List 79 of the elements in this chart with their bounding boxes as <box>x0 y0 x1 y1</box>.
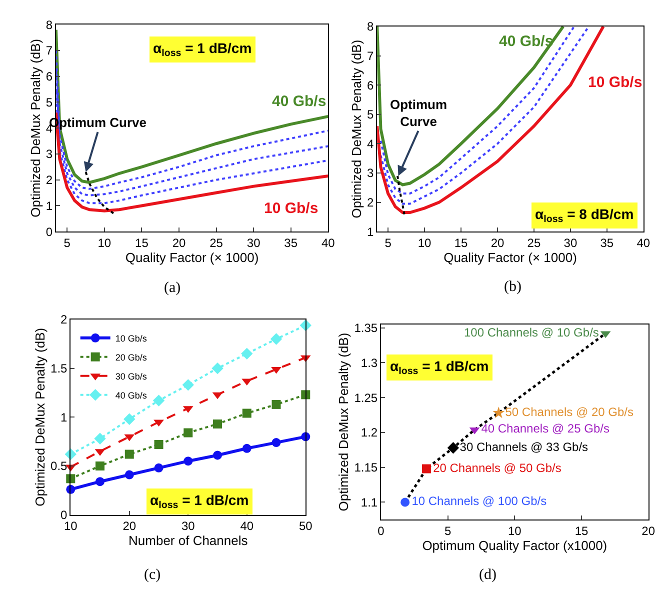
y-tick-label: 8 <box>367 20 374 34</box>
annotation: α$_{loss}$ = 1 dB/cm <box>153 40 252 59</box>
y-axis-title: Optimized DeMux Penalty (dB) <box>336 332 352 512</box>
x-tick-label: 35 <box>600 236 614 250</box>
y-axis-title: Optimized DeMux Penalty (dB) <box>32 328 48 506</box>
legend-label: 10 Gb/s <box>115 333 148 344</box>
x-tick-label: 10 <box>418 236 432 250</box>
y-tick-label: 1.35 <box>354 321 378 336</box>
y-tick-label: 8 <box>46 18 53 32</box>
text: (c) <box>144 567 161 583</box>
y-tick-label: 6 <box>367 78 374 92</box>
x-tick-label: 20 <box>122 519 136 534</box>
y-tick-label: 1.15 <box>354 460 378 475</box>
text: (b) <box>504 279 522 295</box>
x-tick-label: 15 <box>454 236 468 250</box>
x-tick-label: 20 <box>642 524 656 538</box>
x-axis-title: Number of Channels <box>128 533 248 548</box>
y-tick-label: 3 <box>367 166 374 180</box>
x-tick-label: 35 <box>284 236 298 250</box>
y-tick-label: 2 <box>46 173 53 188</box>
annotation: α$_{loss}$ = 1 dB/cm <box>150 492 249 511</box>
x-tick-label: 5 <box>384 236 392 250</box>
y-axis-title: Optimized DeMux Penalty (dB) <box>28 38 43 218</box>
series-label: 10 Gb/s <box>264 200 318 217</box>
legend-label: 30 Gb/s <box>115 371 148 382</box>
y-tick-label: 1 <box>367 224 374 239</box>
y-tick-label: 1.5 <box>50 362 68 376</box>
series-label: 100 Channels @ 10 Gb/s <box>464 325 599 340</box>
x-tick-label: 30 <box>564 236 578 250</box>
y-tick-label: 7 <box>367 49 374 64</box>
y-tick-label: 2 <box>60 312 68 327</box>
x-tick-label: 5 <box>444 524 452 538</box>
x-tick-label: 40 <box>636 236 650 250</box>
x-tick-label: 50 <box>298 519 313 534</box>
series-label: 10 Gb/s <box>588 74 642 91</box>
legend-label: 40 Gb/s <box>115 390 148 400</box>
y-tick-label: 1 <box>60 410 68 424</box>
x-axis-title: Optimum Quality Factor (x1000) <box>422 538 608 554</box>
series-label: 40 Channels @ 25 Gb/s <box>481 422 610 436</box>
annotation: α$_{loss}$ = 8 dB/cm <box>535 206 634 225</box>
y-tick-label: 1.1 <box>360 495 378 510</box>
y-tick-label: 5 <box>46 95 53 110</box>
x-tick-label: 40 <box>240 519 254 534</box>
x-axis-title: Quality Factor (× 1000) <box>444 250 577 266</box>
series-label: 10 Channels @ 100 Gb/s <box>412 494 547 508</box>
x-axis-title: Quality Factor (× 1000) <box>125 250 259 266</box>
x-tick-label: 30 <box>246 236 261 250</box>
series-label: 40 Gb/s <box>272 93 326 110</box>
series-label: 30 Channels @ 33 Gb/s <box>460 440 588 454</box>
x-tick-label: 20 <box>490 236 504 250</box>
y-tick-label: 0 <box>46 224 53 239</box>
x-tick-label: 25 <box>210 236 224 250</box>
x-tick-label: 30 <box>181 519 196 534</box>
x-tick-label: 25 <box>527 236 541 250</box>
x-tick-label: 40 <box>321 236 336 250</box>
text: (d) <box>479 567 496 583</box>
x-tick-label: 15 <box>135 236 149 250</box>
y-tick-label: 1.3 <box>360 356 378 370</box>
series-label: 20 Channels @ 50 Gb/s <box>433 460 562 475</box>
annotation: Optimum Curve <box>390 97 448 129</box>
x-tick-label: 15 <box>574 524 588 538</box>
series-label: 50 Channels @ 20 Gb/s <box>505 404 634 419</box>
y-tick-label: 5 <box>367 108 374 122</box>
x-tick-label: 10 <box>508 524 522 538</box>
y-tick-label: 2 <box>367 196 374 210</box>
y-tick-label: 1 <box>46 198 53 213</box>
x-tick-label: 20 <box>172 236 186 250</box>
y-tick-label: 4 <box>367 136 374 151</box>
annotation: α$_{loss}$ = 1 dB/cm <box>390 358 489 377</box>
y-tick-label: 1.25 <box>354 390 378 405</box>
y-tick-label: 6 <box>46 70 53 84</box>
y-tick-label: 3 <box>46 147 53 162</box>
y-tick-label: 1.2 <box>360 426 378 440</box>
text: (a) <box>164 280 181 296</box>
y-tick-label: 7 <box>46 44 53 58</box>
legend-label: 20 Gb/s <box>115 352 148 362</box>
y-axis-title: Optimized DeMux Penalty (dB) <box>348 40 364 218</box>
x-tick-label: 10 <box>98 236 112 250</box>
y-tick-label: 0.5 <box>50 459 68 474</box>
